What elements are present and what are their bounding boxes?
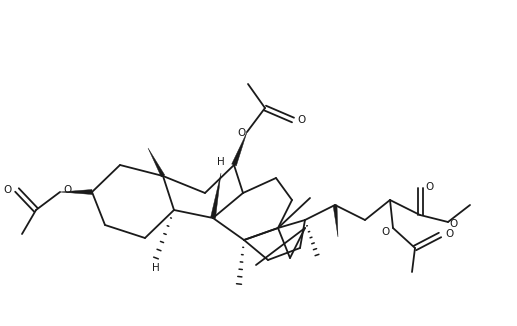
Polygon shape [60,189,92,195]
Polygon shape [232,132,247,166]
Text: O: O [425,182,433,192]
Text: O: O [237,128,245,138]
Text: O: O [381,227,389,237]
Polygon shape [333,205,338,237]
Text: H: H [217,157,225,167]
Text: O: O [445,229,453,239]
Text: O: O [64,185,72,195]
Text: O: O [4,185,12,195]
Polygon shape [210,173,221,218]
Text: O: O [450,219,458,229]
Text: O: O [298,115,306,125]
Polygon shape [148,148,165,177]
Text: H: H [152,263,160,273]
